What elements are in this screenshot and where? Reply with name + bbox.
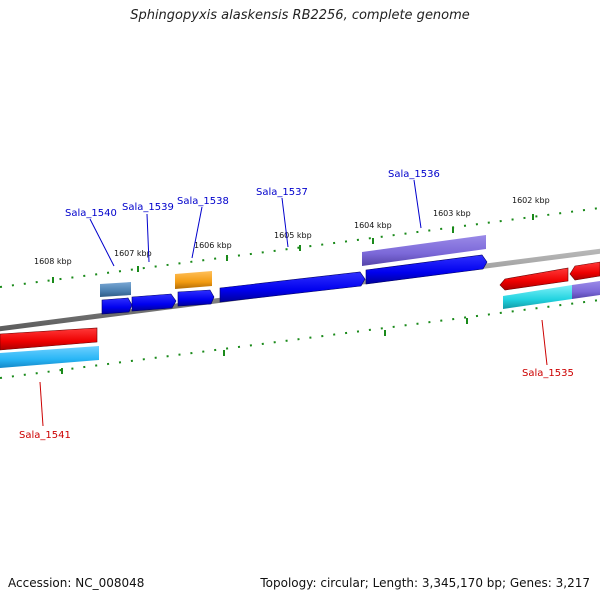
upper-scale bbox=[0, 207, 600, 288]
cog-bar-purple-right bbox=[572, 281, 600, 299]
cog-bar-sky bbox=[0, 346, 99, 368]
gene-label-sala-1540[interactable]: Sala_1540 bbox=[65, 208, 117, 219]
scale-label-1605: 1605 kbp bbox=[274, 231, 312, 240]
gene-label-sala-1538[interactable]: Sala_1538 bbox=[177, 196, 229, 207]
forward-genes bbox=[101, 254, 488, 315]
gene-sala-1537[interactable] bbox=[219, 271, 366, 303]
topology-summary: Topology: circular; Length: 3,345,170 bp… bbox=[260, 576, 590, 590]
gene-label-sala-1539[interactable]: Sala_1539 bbox=[122, 202, 174, 213]
gene-label-sala-1536[interactable]: Sala_1536 bbox=[388, 169, 440, 180]
scale-label-1606: 1606 kbp bbox=[194, 241, 232, 250]
lower-scale bbox=[0, 299, 600, 379]
cog-bar-orange bbox=[175, 271, 212, 289]
scale-label-1604: 1604 kbp bbox=[354, 221, 392, 230]
scale-label-1602: 1602 kbp bbox=[512, 196, 550, 205]
gene-sala-1535[interactable] bbox=[499, 267, 569, 291]
gene-partial-right[interactable] bbox=[569, 261, 600, 281]
forward-cog-bars bbox=[100, 235, 486, 297]
gene-sala-1540[interactable] bbox=[101, 297, 133, 315]
accession-text: Accession: NC_008048 bbox=[8, 576, 145, 590]
cog-bar-purple bbox=[362, 235, 486, 266]
scale-label-1607: 1607 kbp bbox=[114, 249, 152, 258]
gene-label-sala-1541[interactable]: Sala_1541 bbox=[19, 430, 71, 441]
scale-label-1603: 1603 kbp bbox=[433, 209, 471, 218]
cog-bar-cyan bbox=[503, 285, 572, 309]
reverse-genes bbox=[0, 261, 600, 351]
page-title: Sphingopyxis alaskensis RB2256, complete… bbox=[130, 8, 470, 23]
gene-label-sala-1537[interactable]: Sala_1537 bbox=[256, 187, 308, 198]
gene-sala-1539[interactable] bbox=[131, 293, 177, 312]
gene-sala-1541[interactable] bbox=[0, 327, 98, 351]
cog-bar-steel bbox=[100, 282, 131, 297]
gene-sala-1536[interactable] bbox=[365, 254, 488, 285]
scale-label-1608: 1608 kbp bbox=[34, 257, 72, 266]
gene-label-sala-1535[interactable]: Sala_1535 bbox=[522, 368, 574, 379]
reverse-cog-bars bbox=[0, 281, 600, 368]
label-leaders bbox=[39, 179, 548, 427]
gene-sala-1538[interactable] bbox=[177, 289, 215, 307]
major-ticks bbox=[52, 214, 534, 374]
